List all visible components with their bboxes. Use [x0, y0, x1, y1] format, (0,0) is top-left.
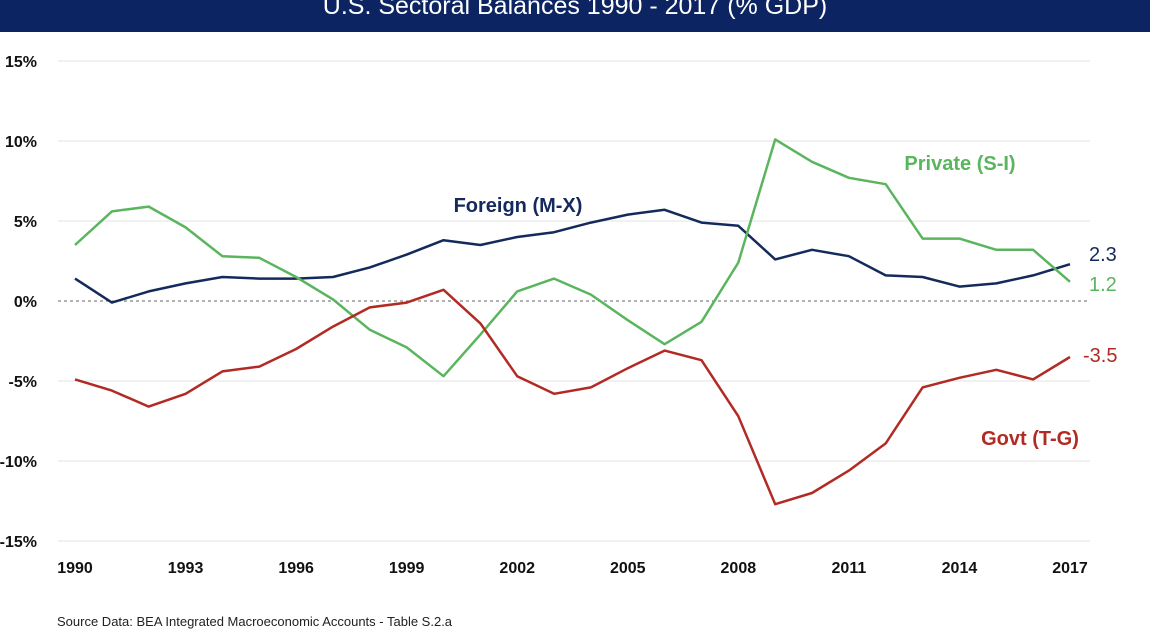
- x-tick-label: 2017: [1052, 560, 1088, 577]
- x-tick-label: 2005: [610, 560, 646, 577]
- end-value-label-govt-t-g: -3.5: [1083, 345, 1117, 367]
- chart-title-bar: U.S. Sectoral Balances 1990 - 2017 (% GD…: [0, 0, 1150, 32]
- y-tick-label: 10%: [5, 134, 37, 151]
- series-lines: [74, 138, 1071, 506]
- end-value-label-foreign-m-x: 2.3: [1089, 244, 1117, 266]
- x-tick-label: 2002: [499, 560, 535, 577]
- chart-title: U.S. Sectoral Balances 1990 - 2017 (% GD…: [322, 0, 828, 20]
- y-tick-label: 0%: [14, 294, 37, 311]
- series-line-private-s-i: [74, 138, 1071, 378]
- y-tick-label: 15%: [5, 54, 37, 71]
- series-label-private-s-i: Private (S-I): [904, 153, 1015, 175]
- y-tick-label: -5%: [9, 374, 37, 391]
- x-tick-label: 2014: [942, 560, 978, 577]
- x-axis-ticks: 1990 1993 1996 1999 2002 2005 2008 2011 2014 2017: [57, 560, 1088, 577]
- series-line-foreign-m-x: [74, 208, 1071, 304]
- gridlines: [58, 60, 1090, 542]
- x-tick-label: 2011: [832, 560, 867, 577]
- series-label-govt-t-g: Govt (T-G): [981, 428, 1079, 450]
- y-axis-ticks: 15% 10% 5% 0% -5% -10% -15%: [0, 54, 37, 551]
- y-tick-label: -15%: [0, 534, 37, 551]
- y-tick-label: 5%: [14, 214, 37, 231]
- x-tick-label: 2008: [721, 560, 757, 577]
- y-tick-label: -10%: [0, 454, 37, 471]
- series-line-govt-t-g: [74, 288, 1071, 506]
- x-tick-label: 1996: [278, 560, 314, 577]
- end-value-label-private-s-i: 1.2: [1089, 274, 1117, 296]
- series-label-foreign-m-x: Foreign (M-X): [454, 195, 583, 217]
- x-tick-label: 1990: [57, 560, 93, 577]
- series-labels: Foreign (M-X) 2.3 Private (S-I) 1.2 Govt (T-…: [454, 153, 1118, 450]
- x-tick-label: 1993: [168, 560, 204, 577]
- source-note: Source Data: BEA Integrated Macroeconomi…: [57, 614, 453, 629]
- x-tick-label: 1999: [389, 560, 425, 577]
